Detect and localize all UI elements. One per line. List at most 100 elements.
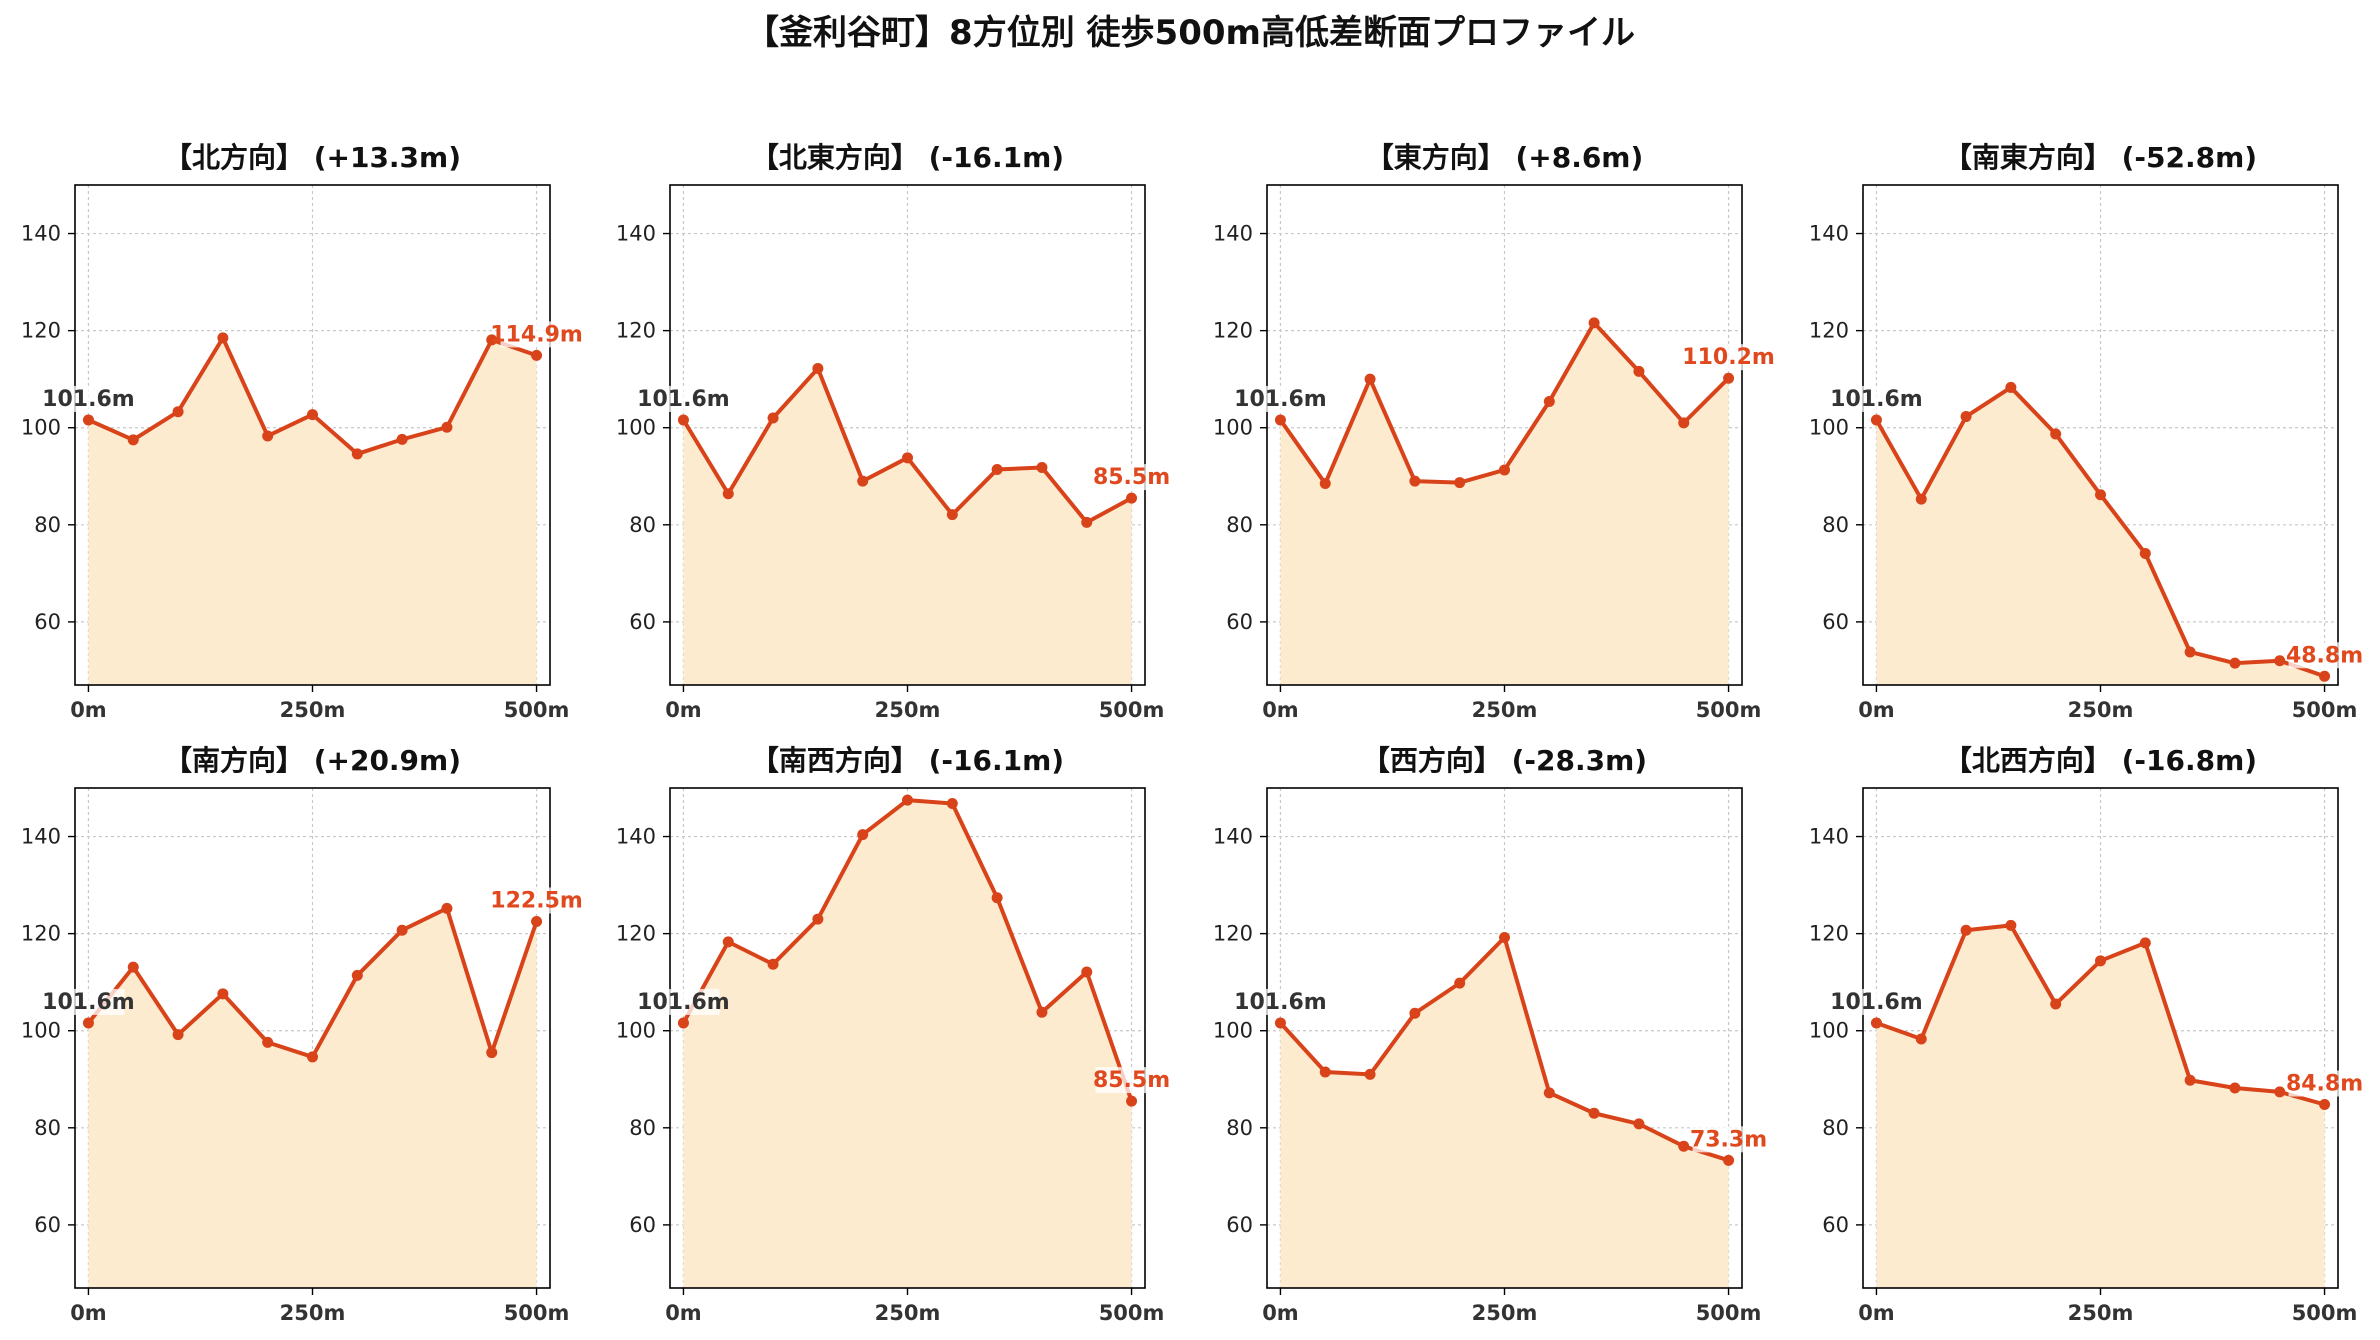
data-point xyxy=(1870,1017,1882,1029)
y-tick-label: 60 xyxy=(34,610,61,634)
panel-1: 【北方向】 (+13.3m) 60 80 100 120 140 0m 250m 500m 101… xyxy=(21,141,583,722)
end-label-bg xyxy=(1692,1126,1765,1153)
data-point xyxy=(1036,462,1048,474)
panels: 【北方向】 (+13.3m) 60 80 100 120 140 0m 250m 500m 101… xyxy=(21,141,2363,1325)
data-point xyxy=(351,448,363,460)
end-label-bg xyxy=(2288,1070,2361,1097)
y-tick-label: 140 xyxy=(1809,222,1849,246)
data-point xyxy=(1036,1006,1048,1018)
y-tick-label: 140 xyxy=(1213,825,1253,849)
y-tick-label: 80 xyxy=(34,1116,61,1140)
start-label-bg xyxy=(1840,988,1913,1015)
y-tick-label: 140 xyxy=(21,825,61,849)
data-point xyxy=(1364,373,1376,385)
panel-title: 【北東方向】 (-16.1m) xyxy=(751,141,1064,174)
x-tick-label: 250m xyxy=(1472,1301,1538,1325)
x-tick-label: 500m xyxy=(1696,1301,1762,1325)
x-tick-label: 250m xyxy=(2068,1301,2134,1325)
start-label-bg xyxy=(1840,385,1913,412)
x-tick-label: 0m xyxy=(70,698,107,722)
data-point xyxy=(767,412,779,424)
y-tick-label: 80 xyxy=(1822,1116,1849,1140)
y-tick-label: 120 xyxy=(616,922,656,946)
end-elevation-label: 73.3m xyxy=(1690,1127,1767,1152)
end-label-bg xyxy=(1692,344,1765,371)
y-tick-label: 100 xyxy=(1213,416,1253,440)
y-tick-label: 140 xyxy=(616,222,656,246)
x-tick-label: 500m xyxy=(2292,698,2358,722)
data-point xyxy=(82,414,94,426)
data-point xyxy=(1319,478,1331,490)
x-tick-label: 250m xyxy=(1472,698,1538,722)
data-point xyxy=(767,958,779,970)
y-tick-label: 100 xyxy=(1809,416,1849,440)
y-tick-label: 80 xyxy=(1226,513,1253,537)
data-point xyxy=(2095,489,2106,501)
data-point xyxy=(991,463,1003,475)
data-point xyxy=(1499,464,1510,476)
data-point xyxy=(396,433,408,445)
data-point xyxy=(1126,492,1138,504)
y-tick-label: 120 xyxy=(1213,922,1253,946)
area-fill xyxy=(1876,925,2325,1288)
area-fill xyxy=(683,800,1132,1288)
data-point xyxy=(2319,1099,2331,1111)
x-tick-label: 0m xyxy=(1262,698,1299,722)
panel-title: 【南東方向】 (-52.8m) xyxy=(1944,141,2257,174)
y-tick-label: 120 xyxy=(1809,319,1849,343)
end-elevation-label: 85.5m xyxy=(1093,1068,1170,1093)
x-tick-label: 500m xyxy=(504,1301,570,1325)
end-elevation-label: 122.5m xyxy=(490,888,583,913)
panel-title: 【西方向】 (-28.3m) xyxy=(1362,744,1647,777)
data-point xyxy=(991,892,1003,904)
data-point xyxy=(172,406,184,418)
panel-title: 【北方向】 (+13.3m) xyxy=(164,141,461,174)
data-point xyxy=(1678,417,1690,429)
data-point xyxy=(1409,475,1421,487)
start-elevation-label: 101.6m xyxy=(1234,387,1327,412)
data-point xyxy=(396,924,408,936)
data-point xyxy=(1274,1017,1286,1029)
end-label-bg xyxy=(2288,642,2361,669)
y-tick-label: 60 xyxy=(629,610,656,634)
y-tick-label: 100 xyxy=(1213,1019,1253,1043)
data-point xyxy=(2184,646,2196,658)
data-point xyxy=(307,1051,318,1063)
y-tick-label: 100 xyxy=(21,1019,61,1043)
panel-8: 【北西方向】 (-16.8m) 60 80 100 120 140 0m 250m 500m 10… xyxy=(1809,744,2363,1325)
start-label-bg xyxy=(647,988,720,1015)
data-point xyxy=(2050,998,2062,1010)
y-tick-label: 60 xyxy=(34,1213,61,1237)
start-elevation-label: 101.6m xyxy=(1234,990,1327,1015)
x-tick-label: 500m xyxy=(1099,1301,1165,1325)
x-tick-label: 0m xyxy=(1262,1301,1299,1325)
data-point xyxy=(902,452,913,464)
data-point xyxy=(2095,955,2106,967)
end-label-bg xyxy=(1095,464,1168,491)
x-tick-label: 250m xyxy=(280,698,346,722)
data-point xyxy=(351,969,363,981)
x-tick-label: 250m xyxy=(875,698,941,722)
panel-4: 【南東方向】 (-52.8m) 60 80 100 120 140 0m 250m 500m 10… xyxy=(1809,141,2363,722)
start-elevation-label: 101.6m xyxy=(42,387,135,412)
data-point xyxy=(1454,977,1466,989)
y-tick-label: 120 xyxy=(21,922,61,946)
data-point xyxy=(2139,547,2151,559)
y-tick-label: 80 xyxy=(629,1116,656,1140)
data-point xyxy=(2274,655,2286,667)
data-point xyxy=(172,1029,184,1041)
y-tick-label: 60 xyxy=(1226,1213,1253,1237)
y-tick-label: 60 xyxy=(629,1213,656,1237)
panel-title: 【北西方向】 (-16.8m) xyxy=(1944,744,2257,777)
data-point xyxy=(1870,414,1882,426)
end-elevation-label: 114.9m xyxy=(490,322,583,347)
y-tick-label: 80 xyxy=(629,513,656,537)
data-point xyxy=(1543,396,1555,408)
panel-5: 【南方向】 (+20.9m) 60 80 100 120 140 0m 250m 500m 101… xyxy=(21,744,583,1325)
area-fill xyxy=(683,368,1132,685)
area-fill xyxy=(88,337,537,685)
data-point xyxy=(1319,1066,1331,1078)
data-point xyxy=(262,1036,274,1048)
data-point xyxy=(1633,1118,1645,1130)
x-tick-label: 500m xyxy=(504,698,570,722)
